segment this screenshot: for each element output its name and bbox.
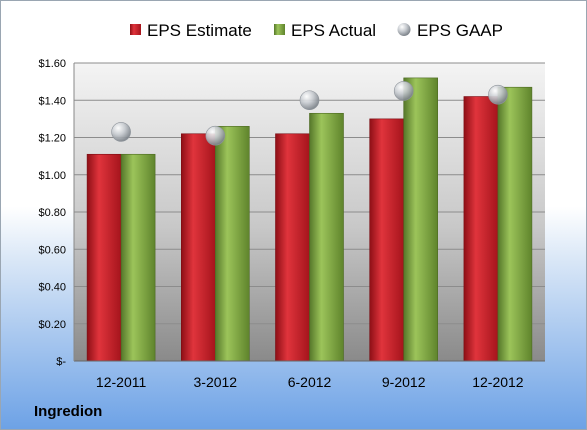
bar-actual[interactable] bbox=[215, 126, 250, 362]
y-tick-label: $0.40 bbox=[38, 282, 66, 294]
bar-estimate[interactable] bbox=[369, 118, 405, 362]
y-axis-ticks: $- $0.20 $0.40 $0.60 $0.80 $1.00 $1.20 $1.40 $1.… bbox=[38, 58, 66, 368]
legend: EPS Estimate EPS Actual EPS GAAP bbox=[130, 21, 503, 40]
x-tick-label: 12-2011 bbox=[96, 374, 147, 390]
legend-item-actual[interactable]: EPS Actual bbox=[274, 21, 376, 40]
legend-label-actual: EPS Actual bbox=[291, 21, 376, 40]
gaap-marker[interactable] bbox=[205, 125, 226, 146]
y-tick-label: $1.20 bbox=[38, 133, 66, 145]
legend-label-estimate: EPS Estimate bbox=[147, 21, 252, 40]
x-tick-label: 3-2012 bbox=[194, 374, 238, 390]
legend-item-gaap[interactable]: EPS GAAP bbox=[397, 21, 503, 40]
bar-estimate[interactable] bbox=[275, 133, 310, 362]
bar-actual[interactable] bbox=[309, 112, 344, 362]
x-tick-label: 9-2012 bbox=[382, 374, 426, 390]
legend-marker-gaap bbox=[397, 23, 411, 36]
legend-swatch-estimate bbox=[130, 24, 141, 35]
bar-actual[interactable] bbox=[403, 77, 439, 362]
bar-actual[interactable] bbox=[120, 153, 156, 362]
bar-estimate[interactable] bbox=[86, 153, 122, 362]
y-tick-label: $1.40 bbox=[38, 95, 66, 107]
bar-actual[interactable] bbox=[497, 86, 533, 362]
x-tick-label: 12-2012 bbox=[472, 374, 524, 390]
x-tick-label: 6-2012 bbox=[288, 374, 332, 390]
gaap-markers bbox=[111, 81, 508, 146]
y-tick-label: $0.80 bbox=[38, 207, 66, 219]
bar-estimate[interactable] bbox=[463, 96, 499, 362]
x-axis-labels: 12-2011 3-2012 6-2012 9-2012 12-2012 bbox=[96, 374, 524, 390]
gaap-marker[interactable] bbox=[393, 81, 414, 101]
y-tick-label: $1.00 bbox=[38, 170, 66, 182]
gaap-marker[interactable] bbox=[488, 84, 508, 105]
y-tick-label: $0.20 bbox=[38, 319, 66, 331]
bars bbox=[86, 77, 533, 362]
y-tick-label: $0.60 bbox=[38, 244, 66, 256]
gaap-marker[interactable] bbox=[111, 122, 131, 142]
y-tick-label: $- bbox=[56, 356, 66, 368]
y-tick-label: $1.60 bbox=[38, 58, 66, 70]
company-name: Ingredion bbox=[34, 403, 103, 420]
gaap-marker[interactable] bbox=[299, 90, 320, 111]
legend-item-estimate[interactable]: EPS Estimate bbox=[130, 21, 252, 40]
legend-swatch-actual bbox=[274, 24, 285, 35]
legend-label-gaap: EPS GAAP bbox=[417, 21, 503, 40]
bar-estimate[interactable] bbox=[181, 133, 216, 362]
